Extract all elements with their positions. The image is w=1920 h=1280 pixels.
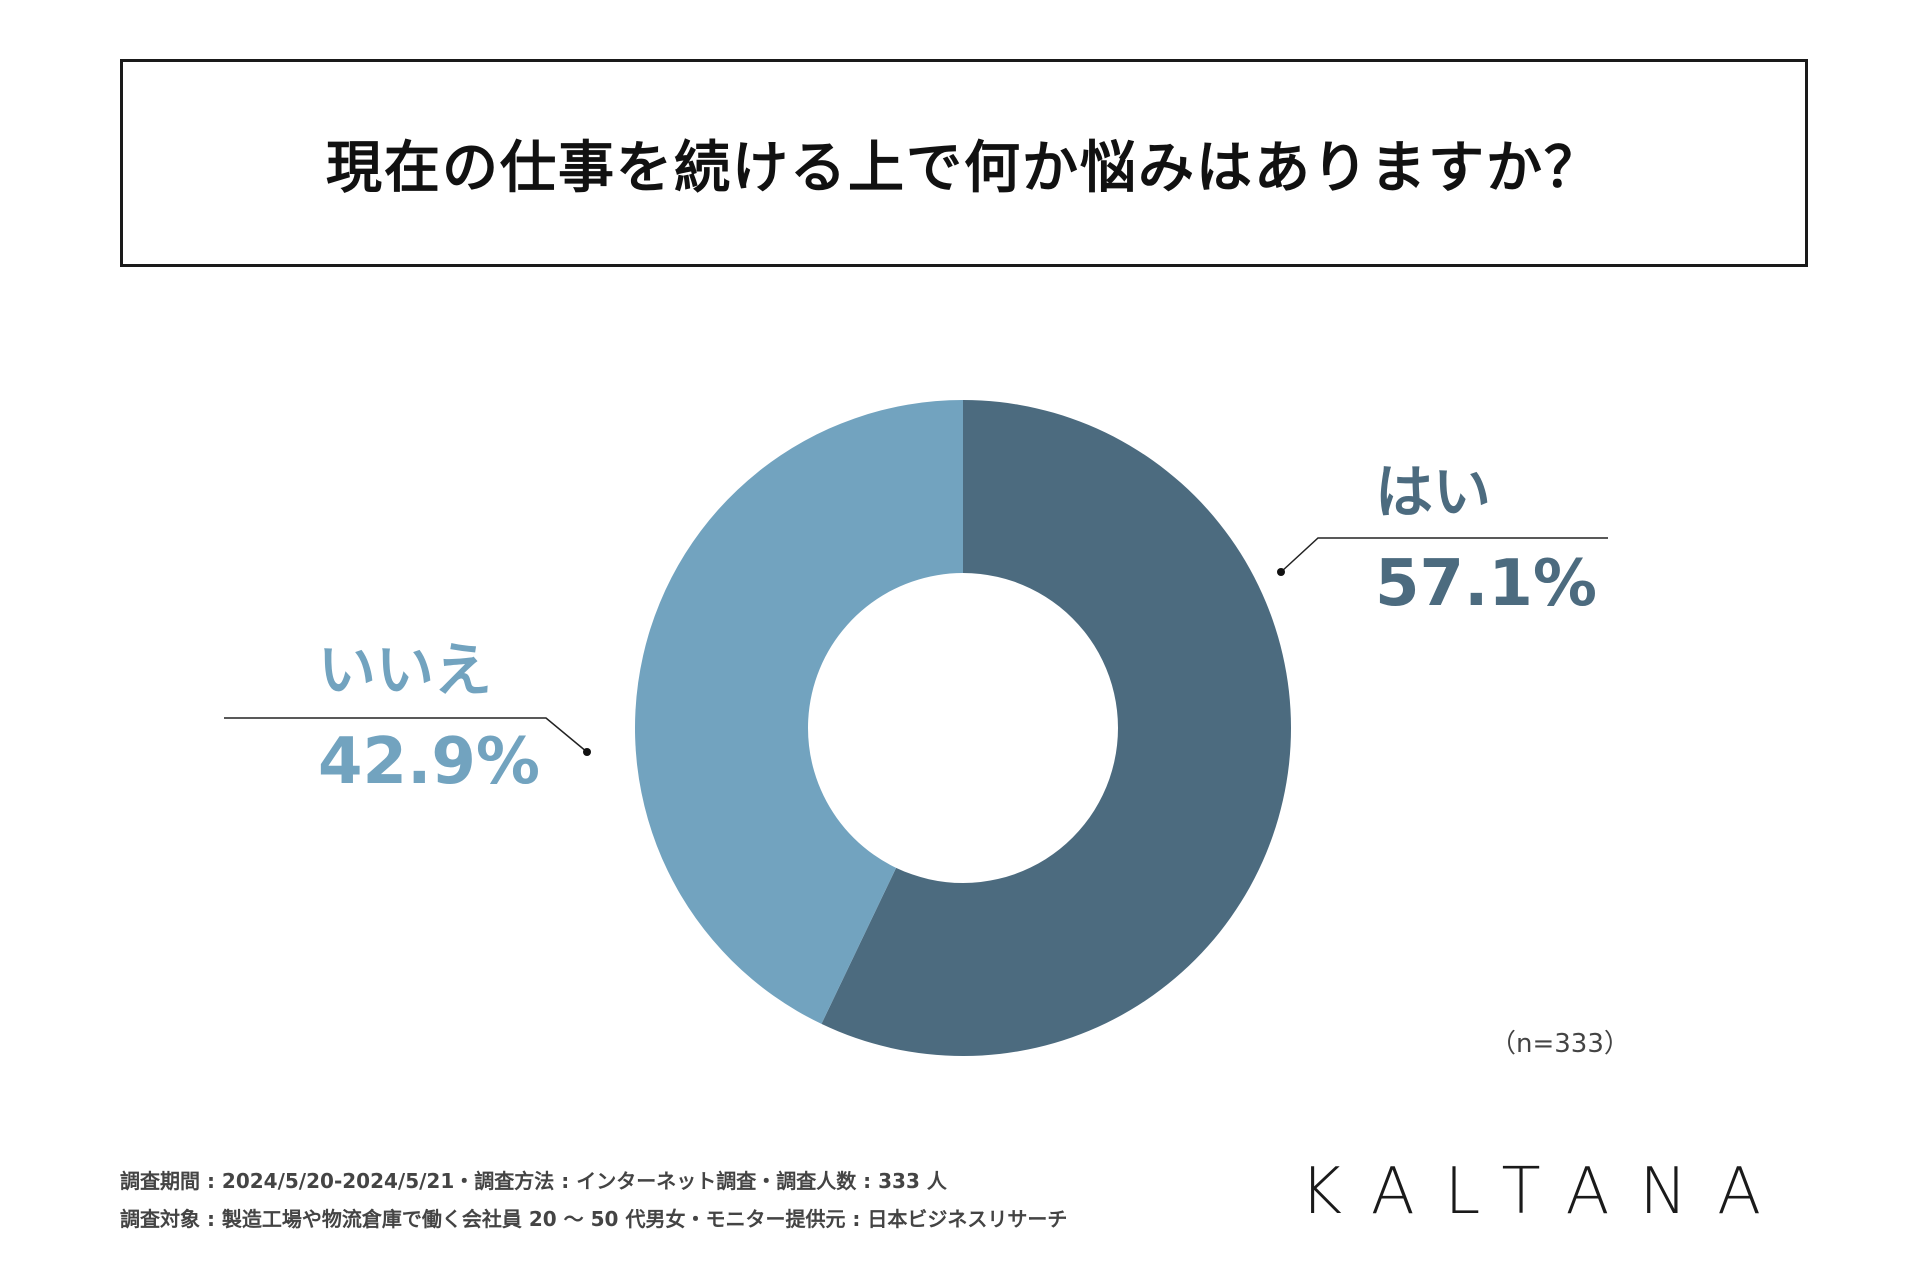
leader-dot-0 bbox=[1277, 568, 1285, 576]
slice-0 bbox=[821, 400, 1291, 1056]
slice-label-1: いいえ bbox=[318, 636, 492, 704]
brand-logo: KALTANA bbox=[1300, 1155, 1792, 1229]
leader-line-0 bbox=[1280, 537, 1608, 573]
leader-dot-1 bbox=[583, 748, 591, 756]
title-box: 現在の仕事を続ける上で何か悩みはありますか？ bbox=[120, 59, 1808, 267]
slice-value-1: 42.9% bbox=[318, 725, 540, 799]
chart-title: 現在の仕事を続ける上で何か悩みはありますか？ bbox=[326, 135, 1602, 201]
slice-value-0: 57.1% bbox=[1375, 547, 1597, 621]
footer-survey-info: 調査期間 : 2024/5/20-2024/5/21・調査方法 : インターネッ… bbox=[120, 1169, 947, 1193]
slice-1 bbox=[634, 400, 963, 1024]
slice-label-0: はい bbox=[1375, 458, 1491, 526]
footer-survey-target: 調査対象 : 製造工場や物流倉庫で働く会社員 20 〜 50 代男女・モニター提… bbox=[120, 1207, 1068, 1231]
sample-size: （n=333） bbox=[1490, 1029, 1630, 1059]
leader-line-1 bbox=[224, 717, 588, 753]
